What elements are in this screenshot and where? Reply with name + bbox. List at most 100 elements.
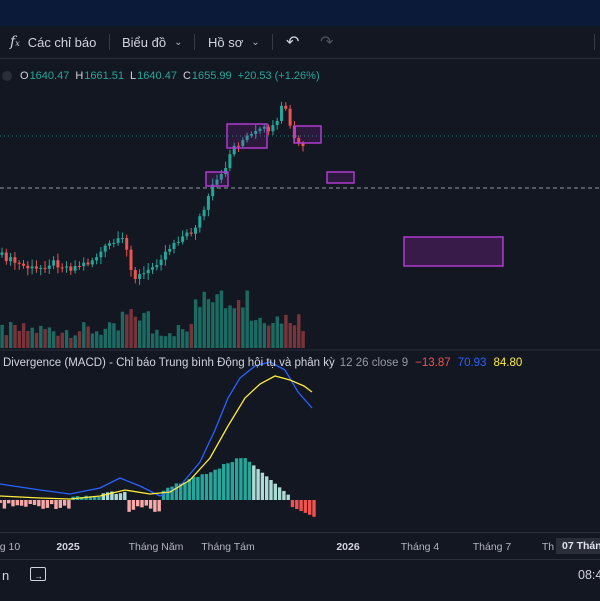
candle-body [159, 259, 163, 266]
clock-time: 08:4 [578, 568, 600, 582]
candle-body [13, 257, 17, 263]
close-value: 1655.99 [191, 70, 232, 82]
histogram-bar [110, 491, 114, 500]
candle-body [9, 257, 13, 262]
candle-body [155, 265, 159, 268]
high-label: H [75, 70, 84, 82]
undo-button[interactable]: ↶ [286, 26, 299, 58]
histogram-bar [299, 500, 303, 511]
timeframe-label[interactable]: n [2, 568, 10, 583]
volume-bar [142, 312, 146, 348]
volume-bar [125, 314, 129, 348]
candle-body [163, 251, 167, 260]
candle-body [232, 145, 236, 155]
histogram-bar [88, 496, 93, 500]
volume-bar [112, 323, 116, 348]
histogram-bar [80, 497, 84, 500]
histogram-bar [93, 496, 97, 500]
volume-bar [129, 309, 133, 348]
volume-bar [107, 322, 112, 348]
ohlc-legend: O 1640.47 H 1661.51 L 1640.47 C 1655.99 +20.… [0, 66, 326, 86]
volume-bar [146, 311, 150, 348]
browser-top-strip [0, 0, 600, 26]
volume-bar [150, 333, 155, 348]
low-value: 1640.47 [137, 70, 177, 82]
date-range-icon[interactable]: → [30, 567, 46, 581]
histogram-bar [170, 486, 174, 500]
candle-body [125, 238, 129, 250]
volume-bar [219, 290, 224, 348]
profile-menu-button[interactable]: Hồ sơ ⌄ [208, 26, 260, 58]
volume-bar [241, 307, 245, 348]
volume-bar [60, 332, 64, 348]
histogram-bar [62, 500, 67, 506]
histogram-bar [183, 482, 187, 500]
candle-body [56, 260, 60, 268]
candle-body [39, 267, 43, 269]
high-value: 1661.51 [84, 70, 125, 82]
volume-bar [258, 317, 262, 348]
volume-bar [82, 322, 86, 348]
volume-bar [56, 335, 60, 348]
candle-body [301, 143, 305, 147]
volume-bar [133, 316, 138, 348]
time-axis[interactable]: g 10 2025 Tháng Năm Tháng Tám 2026 Tháng… [0, 532, 600, 559]
histogram-bar [157, 500, 161, 512]
volume-bar [73, 335, 77, 348]
volume-bar [155, 329, 159, 348]
zone-box [293, 125, 322, 144]
histogram-bar [58, 500, 62, 508]
candle-body [219, 174, 223, 180]
histogram-bar [204, 473, 209, 500]
candle-body [194, 227, 197, 234]
volume-bar [297, 314, 301, 348]
volume-bar [185, 331, 189, 348]
redo-button[interactable]: ↷ [320, 26, 333, 58]
chart-menu-button[interactable]: Biểu đồ ⌄ [122, 26, 182, 58]
price-reference-lines [0, 135, 600, 189]
volume-bar [168, 333, 172, 348]
histogram-bar [37, 500, 41, 507]
indicators-button[interactable]: fx Các chỉ báo [10, 26, 96, 58]
candle-body [198, 216, 202, 228]
volume-bar [275, 316, 279, 348]
candle-body [262, 126, 266, 129]
macd-histogram [0, 458, 316, 517]
chevron-down-icon: ⌄ [251, 36, 260, 48]
histogram-bar [15, 500, 19, 506]
candle-body [288, 108, 292, 126]
candle-body [280, 105, 283, 121]
bottom-bar: n → 08:4 [0, 559, 600, 601]
histogram-bar [290, 500, 295, 508]
histogram-bar [118, 493, 123, 500]
volume-bar [0, 324, 4, 348]
histogram-bar [153, 500, 157, 512]
histogram-bar [295, 500, 299, 510]
indicators-label: Các chỉ báo [27, 34, 97, 50]
volume-bar [163, 336, 168, 348]
collapse-dot-icon[interactable] [2, 71, 12, 81]
candle-body [30, 266, 34, 269]
chevron-down-icon: ⌄ [174, 36, 183, 48]
toolbar-divider [594, 34, 595, 50]
histogram-bar [123, 491, 127, 500]
volume-bar [172, 336, 176, 348]
volume-bar [43, 329, 47, 348]
histogram-bar [11, 500, 15, 507]
histogram-bar [256, 469, 260, 500]
candle-body [267, 126, 271, 132]
volume-bar [292, 325, 297, 348]
volume-bar [181, 329, 185, 348]
histogram-bar [166, 487, 170, 500]
histogram-bar [2, 500, 7, 509]
price-candles [0, 101, 305, 285]
candle-body [77, 266, 81, 268]
macd-line-value: 70.93 [457, 357, 487, 369]
zone-boxes [205, 123, 504, 267]
chart-toolbar: fx Các chỉ báo Biểu đồ ⌄ Hồ sơ ⌄ ↶ ↷ [0, 26, 600, 59]
histogram-bar [28, 500, 32, 504]
macd-line [0, 361, 313, 497]
histogram-bar [196, 476, 200, 500]
candle-body [0, 252, 4, 255]
